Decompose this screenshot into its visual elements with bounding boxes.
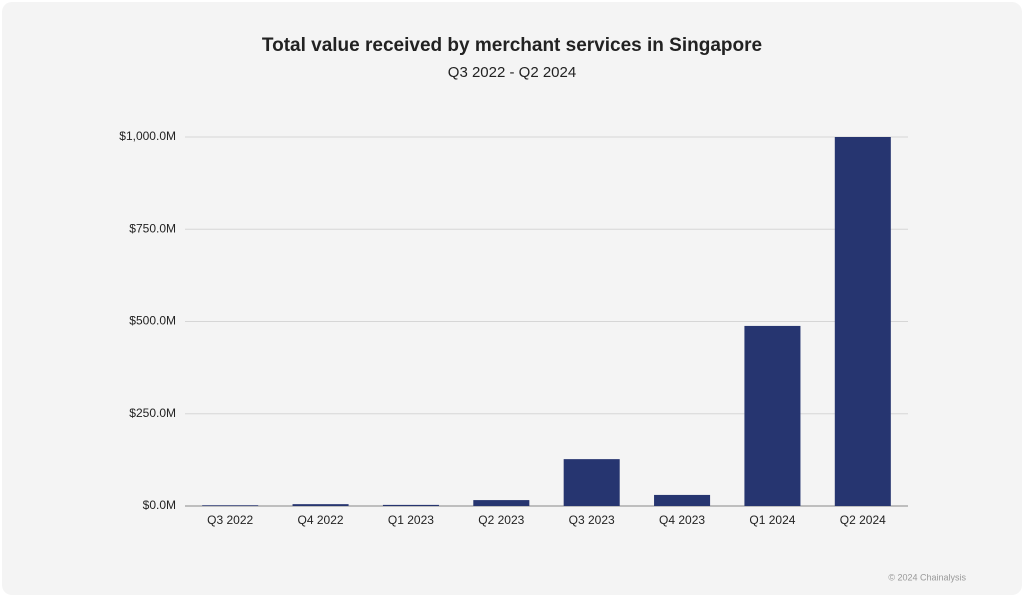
x-tick-label: Q2 2024 <box>840 513 886 527</box>
x-tick-label: Q4 2023 <box>659 513 705 527</box>
bar <box>292 504 349 506</box>
y-tick-label: $1,000.0M <box>119 129 176 143</box>
x-tick-label: Q2 2023 <box>478 513 524 527</box>
bar <box>473 500 530 506</box>
chart-title: Total value received by merchant service… <box>262 35 762 56</box>
bar <box>654 494 711 506</box>
bar <box>563 459 620 506</box>
y-tick-label: $750.0M <box>129 221 176 235</box>
x-tick-label: Q3 2023 <box>569 513 615 527</box>
x-tick-label: Q1 2023 <box>388 513 434 527</box>
source-note: © 2024 Chainalysis <box>888 572 966 582</box>
x-tick-label: Q4 2022 <box>298 513 344 527</box>
x-tick-label: Q1 2024 <box>749 513 795 527</box>
bar <box>834 137 891 506</box>
y-tick-label: $0.0M <box>143 498 176 512</box>
bar <box>744 325 801 506</box>
y-tick-label: $250.0M <box>129 406 176 420</box>
x-tick-label: Q3 2022 <box>207 513 253 527</box>
bar <box>202 505 259 506</box>
chart-subtitle: Q3 2022 - Q2 2024 <box>448 64 576 81</box>
y-tick-label: $500.0M <box>129 314 176 328</box>
bar <box>382 504 439 506</box>
